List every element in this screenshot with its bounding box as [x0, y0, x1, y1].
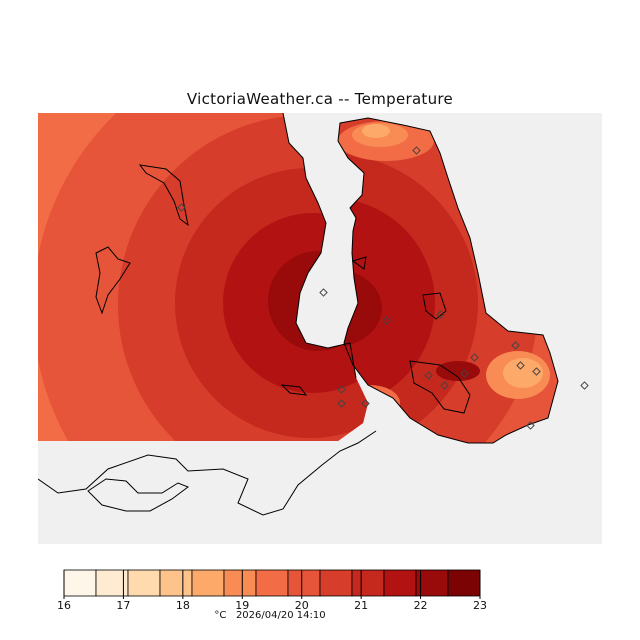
legend-swatch [223, 569, 257, 597]
station-marker [532, 367, 541, 376]
legend-tick-label: 23 [473, 599, 487, 610]
island-central [422, 292, 447, 320]
station-marker [436, 310, 445, 319]
station-marker [337, 399, 346, 408]
station-marker [526, 421, 535, 430]
legend-tick-label: 20 [295, 599, 309, 610]
legend-swatches [63, 569, 481, 597]
legend-swatch [95, 569, 129, 597]
legend-ticks: 16 17 18 19 20 21 22 23 [57, 570, 487, 610]
legend-swatch [63, 569, 97, 597]
legend-tick-label: 19 [235, 599, 249, 610]
island-south-a [409, 360, 471, 414]
legend-swatch [159, 569, 193, 597]
station-marker [177, 203, 186, 212]
chart-title: VictoriaWeather.ca -- Temperature [186, 90, 454, 108]
station-marker [440, 381, 449, 390]
units-label: °C [214, 610, 227, 621]
weather-stations [177, 146, 589, 430]
legend-swatch [415, 569, 449, 597]
timestamp-label: 2026/04/20 14:10 [235, 610, 326, 621]
mainland-south [38, 430, 377, 516]
station-marker [361, 399, 370, 408]
legend-tick-label: 16 [57, 599, 71, 610]
station-marker [580, 381, 589, 390]
legend-tick-label: 21 [354, 599, 368, 610]
legend-swatch [351, 569, 385, 597]
legend-tick-label: 22 [414, 599, 428, 610]
station-marker [511, 341, 520, 350]
legend-swatch [383, 569, 417, 597]
island-west [95, 246, 131, 315]
legend-swatch [319, 569, 353, 597]
island-north [138, 164, 189, 227]
legend-swatch [191, 569, 225, 597]
coast-east [337, 117, 559, 444]
island-south-b [280, 384, 308, 396]
station-marker [337, 385, 346, 394]
legend-swatch [255, 569, 289, 597]
station-marker [412, 146, 421, 155]
bay-south [87, 478, 190, 512]
station-marker [460, 369, 469, 378]
legend-tick-label: 17 [116, 599, 130, 610]
temperature-map [38, 113, 602, 544]
units-timestamp: °C 2026/04/20 14:10 [0, 610, 540, 621]
legend-swatch [287, 569, 321, 597]
coast-west [282, 113, 357, 379]
temperature-legend: 16 17 18 19 20 21 22 23 [57, 569, 487, 610]
station-marker [470, 353, 479, 362]
legend-swatch [127, 569, 161, 597]
station-marker [382, 316, 391, 325]
station-marker [516, 361, 525, 370]
island-bay [351, 256, 367, 270]
station-marker [424, 371, 433, 380]
legend-swatch [447, 569, 481, 597]
coastlines [38, 113, 559, 516]
legend-tick-label: 18 [176, 599, 190, 610]
station-marker [319, 288, 328, 297]
